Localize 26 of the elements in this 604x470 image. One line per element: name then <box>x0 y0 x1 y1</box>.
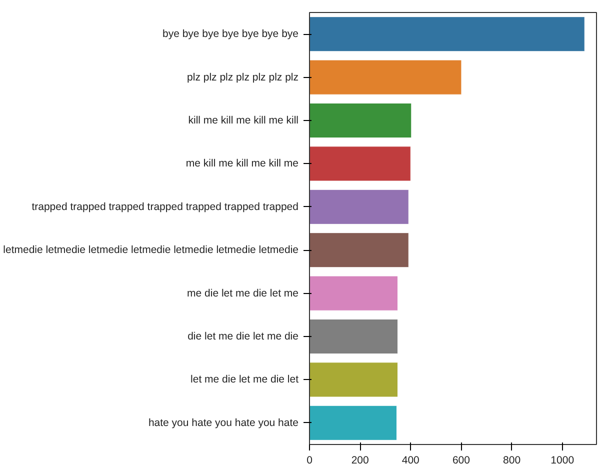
x-tick-label: 800 <box>503 454 521 466</box>
bar <box>310 405 397 440</box>
y-tick-label: letmedie letmedie letmedie letmedie letmedie letmedie letmedie <box>3 244 299 256</box>
x-tick-label: 400 <box>402 454 420 466</box>
y-tick-label: hate you hate you hate you hate <box>148 416 299 429</box>
bar <box>310 232 409 268</box>
x-tick-label: 600 <box>452 454 470 466</box>
x-tick-label: 0 <box>306 454 313 466</box>
y-tick-label: die let me die let me die <box>188 330 299 342</box>
bar <box>310 189 409 224</box>
y-tick-label: me kill me kill me kill me <box>186 158 299 170</box>
bar <box>310 16 585 52</box>
y-tick-label: me die let me die let me <box>187 287 299 300</box>
bar <box>310 60 462 95</box>
x-tick-label: 200 <box>351 454 369 466</box>
bar <box>310 362 398 398</box>
y-tick-label: let me die let me die let <box>190 374 299 386</box>
y-tick-label: plz plz plz plz plz plz plz <box>187 71 299 84</box>
x-tick-label: 1000 <box>550 454 574 466</box>
bar <box>310 276 398 311</box>
y-tick-label: trapped trapped trapped trapped trapped trapped trapped <box>32 200 299 213</box>
y-tick-label: bye bye bye bye bye bye bye <box>162 28 299 40</box>
y-tick-label: kill me kill me kill me kill <box>188 114 299 126</box>
bar <box>310 102 412 138</box>
bar <box>310 146 411 182</box>
bar <box>310 318 398 354</box>
